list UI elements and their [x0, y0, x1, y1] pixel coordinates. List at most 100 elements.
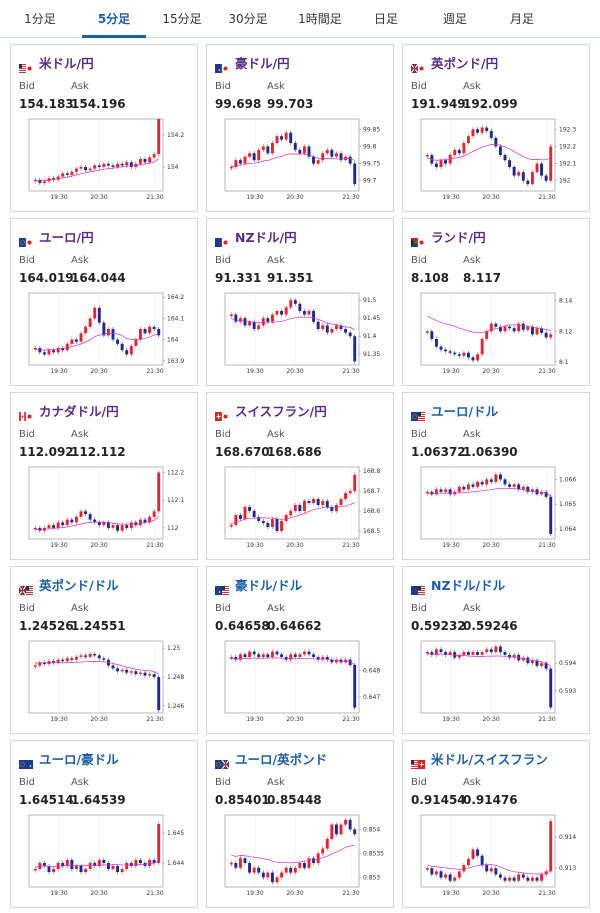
rate-card[interactable]: 豪ドル/円 Bid Ask 99.698 99.703 19:30 20:30 21:30 99… [206, 44, 394, 212]
ask-value: 192.099 [463, 97, 518, 111]
moving-average-line [231, 502, 355, 525]
candle [129, 671, 133, 673]
tab-1[interactable]: 1分足 [24, 12, 56, 26]
rate-card[interactable]: ランド/円 Bid Ask 8.108 8.117 19:30 20:30 21:30 8.14… [402, 218, 590, 386]
candle [243, 858, 247, 863]
rate-card[interactable]: 豪ドル/ドル Bid Ask 0.64658 0.64662 19:30 20:30 21:3… [206, 566, 394, 734]
pair-title[interactable]: NZドル/円 [235, 230, 297, 245]
y-tick-label: 192.3 [559, 126, 576, 133]
rate-card[interactable]: 米ドル/スイスフラン Bid Ask 0.91454 0.91476 19:30 20:30… [402, 740, 590, 908]
candle [97, 307, 101, 323]
pair-title[interactable]: ユーロ/円 [39, 230, 94, 245]
rate-card[interactable]: NZドル/ドル Bid Ask 0.59232 0.59246 19:30 20:30 21:… [402, 566, 590, 734]
candle [302, 311, 306, 315]
y-tick-label: 0.647 [363, 694, 380, 701]
candle [70, 519, 74, 523]
candle [229, 525, 233, 527]
candle [84, 869, 88, 872]
pair-title[interactable]: 米ドル/円 [39, 56, 94, 71]
candle [238, 654, 242, 660]
candle [321, 657, 325, 660]
candle [56, 176, 60, 180]
candle [65, 658, 69, 662]
candle [97, 165, 101, 167]
price-chart: 19:30 20:30 21:30 154.2 154 [28, 118, 184, 201]
tab-2[interactable]: 5分足 [82, 0, 146, 38]
ask-label: Ask [71, 777, 89, 788]
x-tick-label: 21:30 [146, 542, 163, 549]
candle [243, 156, 247, 164]
candle [535, 163, 539, 173]
candle [512, 877, 516, 881]
candle [125, 162, 129, 166]
candle [453, 352, 457, 355]
x-tick-label: 21:30 [342, 542, 359, 549]
rate-card[interactable]: ユーロ/豪ドル Bid Ask 1.64514 1.64539 19:30 20:30 21:… [10, 740, 198, 908]
pair-title[interactable]: 豪ドル/円 [235, 56, 290, 71]
rate-card[interactable]: ユーロ/ドル Bid Ask 1.06372 1.06390 19:30 20:30 21:3… [402, 392, 590, 560]
pair-title[interactable]: ユーロ/ドル [431, 404, 499, 419]
candle [93, 307, 97, 319]
pair-title[interactable]: 英ポンド/円 [431, 56, 499, 71]
pair-title[interactable]: スイスフラン/円 [235, 404, 327, 419]
pair-title[interactable]: ユーロ/豪ドル [39, 752, 119, 767]
rate-card[interactable]: NZドル/円 Bid Ask 91.331 91.351 19:30 20:30 21:30 9… [206, 218, 394, 386]
tab-3[interactable]: 15分足 [162, 12, 202, 26]
pair-title[interactable]: カナダドル/円 [39, 404, 119, 419]
bid-value: 164.019 [19, 271, 74, 285]
ask-label: Ask [71, 603, 89, 614]
rate-card[interactable]: カナダドル/円 Bid Ask 112.092 112.112 19:30 20:30 21:… [10, 392, 198, 560]
x-tick-label: 19:30 [246, 890, 263, 897]
tab-5[interactable]: 1時間足 [298, 12, 342, 26]
price-chart: 19:30 20:30 21:30 192.3 192.2 192.1 192 [420, 118, 576, 201]
rate-card[interactable]: 英ポンド/ドル Bid Ask 1.24526 1.24551 19:30 20:30 21:… [10, 566, 198, 734]
y-tick-label: 163.9 [167, 358, 184, 365]
tab-4[interactable]: 30分足 [228, 12, 268, 26]
ask-label: Ask [463, 429, 481, 440]
tab-6[interactable]: 日足 [373, 12, 398, 26]
candle [70, 658, 74, 660]
candle [512, 167, 516, 176]
moving-average-line [231, 316, 355, 331]
candle [489, 479, 493, 482]
rate-card[interactable]: ユーロ/円 Bid Ask 164.019 164.044 19:30 20:30 21:30… [10, 218, 198, 386]
candle [521, 323, 525, 330]
candle [120, 669, 124, 672]
tab-8[interactable]: 月足 [509, 12, 534, 26]
candle [52, 178, 56, 180]
moving-average-line [427, 487, 551, 497]
candle [111, 665, 115, 669]
candle [65, 343, 69, 351]
rate-card[interactable]: スイスフラン/円 Bid Ask 168.670 168.686 19:30 20:30 21… [206, 392, 394, 560]
moving-average-line [231, 153, 355, 168]
plot-frame [420, 814, 556, 888]
pair-title[interactable]: 米ドル/スイスフラン [431, 752, 548, 767]
pair-title[interactable]: ユーロ/英ポンド [235, 752, 328, 767]
candle [353, 163, 357, 185]
pair-title[interactable]: ランド/円 [431, 230, 486, 245]
rate-card[interactable]: 米ドル/円 Bid Ask 154.183 154.196 19:30 20:30 21:30… [10, 44, 198, 212]
pair-title[interactable]: NZドル/ドル [431, 578, 506, 593]
candle [485, 865, 489, 872]
ask-label: Ask [463, 777, 481, 788]
candle [266, 872, 270, 878]
candle [434, 338, 438, 347]
tab-7[interactable]: 週足 [442, 12, 467, 26]
candle [270, 872, 274, 883]
rate-card[interactable]: 英ポンド/円 Bid Ask 191.949 192.099 19:30 20:30 21:3… [402, 44, 590, 212]
pair-title[interactable]: 豪ドル/ドル [235, 578, 303, 593]
candle [339, 153, 343, 161]
candle [444, 489, 448, 492]
candle [453, 149, 457, 155]
x-tick-label: 19:30 [50, 194, 67, 201]
x-tick-label: 20:30 [90, 716, 107, 723]
rate-card[interactable]: ユーロ/英ポンド Bid Ask 0.85401 0.85448 19:30 20:30 21… [206, 740, 394, 908]
candle [471, 484, 475, 487]
candle [457, 486, 461, 492]
candle [498, 646, 502, 653]
candle [434, 489, 438, 495]
pair-title[interactable]: 英ポンド/ドル [39, 578, 119, 593]
price-chart: 19:30 20:30 21:30 99.85 99.8 99.75 99.7 [224, 118, 380, 201]
moving-average-line [35, 516, 159, 531]
y-tick-label: 8.1 [559, 359, 569, 366]
